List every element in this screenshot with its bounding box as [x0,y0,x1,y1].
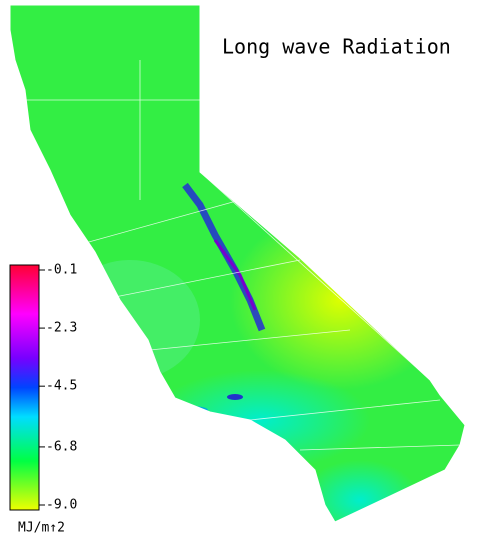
state-outline [9,4,466,523]
legend-tick-label: -9.0 [46,498,77,513]
legend-tick-label: -6.8 [46,439,77,454]
map-title: Long wave Radiation [222,35,451,59]
legend-color-bar [9,264,40,511]
legend-unit: MJ/m↑2 [18,521,65,536]
legend-tick-label: -4.5 [46,379,77,394]
legend: -0.1 -2.3 -4.5 -6.8 -9.0 [39,263,77,513]
legend-tick-label: -2.3 [46,321,77,336]
legend-tick-label: -0.1 [46,263,77,278]
